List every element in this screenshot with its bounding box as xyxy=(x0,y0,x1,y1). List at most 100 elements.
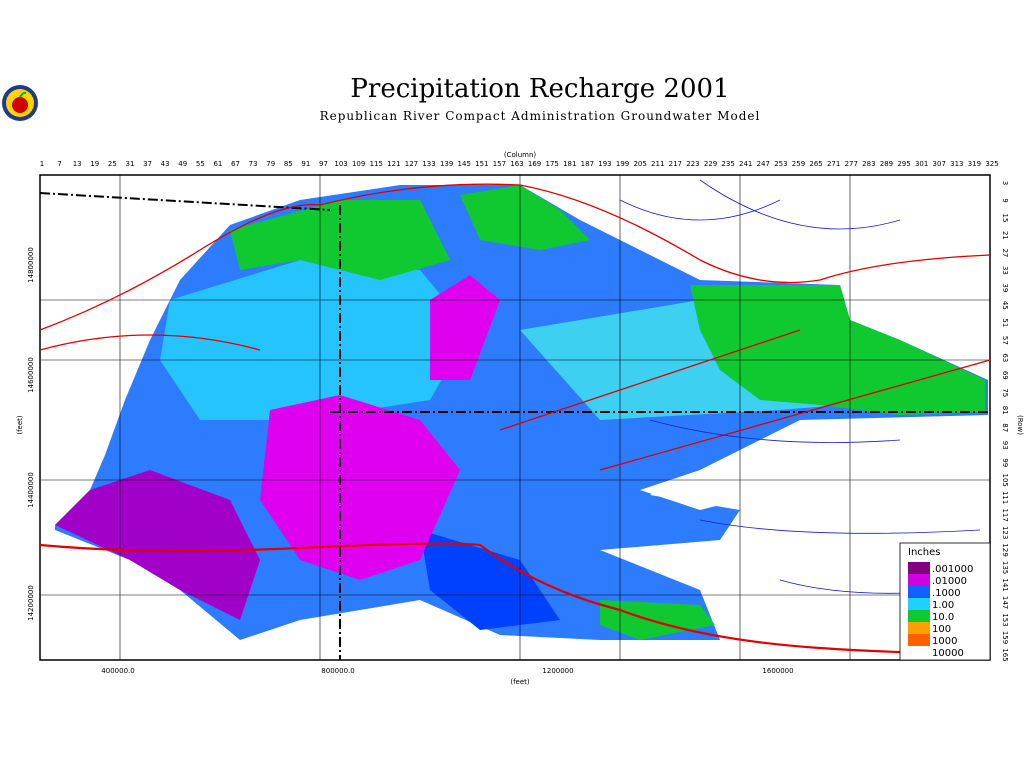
legend-swatch xyxy=(908,610,930,622)
map xyxy=(39,174,991,661)
row-tick-label: 129 xyxy=(1001,543,1009,556)
row-tick-label: 63 xyxy=(1001,353,1009,362)
y-tick-label: 14400000 xyxy=(27,472,35,508)
column-tick-label: 1 xyxy=(40,160,44,168)
column-tick-label: 313 xyxy=(950,160,963,168)
column-tick-label: 277 xyxy=(845,160,858,168)
column-tick-label: 67 xyxy=(231,160,240,168)
column-tick-label: 229 xyxy=(704,160,717,168)
column-tick-label: 43 xyxy=(161,160,170,168)
column-tick-label: 7 xyxy=(57,160,61,168)
column-tick-label: 247 xyxy=(757,160,770,168)
column-tick-label: 187 xyxy=(581,160,594,168)
column-tick-label: 139 xyxy=(440,160,453,168)
legend-label: 10000 xyxy=(932,648,964,659)
column-tick-label: 13 xyxy=(73,160,82,168)
row-tick-label: 45 xyxy=(1001,301,1009,310)
row-tick-label: 33 xyxy=(1001,266,1009,275)
row-tick-label: 15 xyxy=(1001,214,1009,223)
column-tick-label: 163 xyxy=(510,160,523,168)
column-tick-label: 133 xyxy=(422,160,435,168)
column-tick-label: 157 xyxy=(493,160,506,168)
x-axis-label: (feet) xyxy=(510,678,530,686)
column-tick-label: 217 xyxy=(669,160,682,168)
legend-swatch xyxy=(908,598,930,610)
legend-swatch xyxy=(908,622,930,634)
column-tick-label: 115 xyxy=(370,160,383,168)
legend: Inches .001000.01000.10001.0010.01001000… xyxy=(899,542,991,661)
column-tick-label: 49 xyxy=(178,160,187,168)
column-tick-label: 73 xyxy=(249,160,258,168)
row-tick-label: 27 xyxy=(1001,248,1009,257)
row-tick-label: 75 xyxy=(1001,388,1009,397)
legend-swatch xyxy=(908,562,930,574)
column-tick-label: 271 xyxy=(827,160,840,168)
column-tick-label: 97 xyxy=(319,160,328,168)
row-tick-label: 111 xyxy=(1001,491,1009,504)
legend-swatch xyxy=(908,646,930,658)
row-tick-label: 117 xyxy=(1001,508,1009,521)
column-tick-label: 61 xyxy=(213,160,222,168)
row-tick-label: 135 xyxy=(1001,561,1009,574)
row-tick-label: 57 xyxy=(1001,336,1009,345)
row-tick-label: 159 xyxy=(1001,631,1009,644)
column-tick-label: 169 xyxy=(528,160,541,168)
column-tick-label: 37 xyxy=(143,160,152,168)
legend-label: .001000 xyxy=(932,564,973,575)
row-tick-label: 87 xyxy=(1001,423,1009,432)
legend-label: 100 xyxy=(932,624,951,635)
row-tick-label: 123 xyxy=(1001,526,1009,539)
column-tick-label: 85 xyxy=(284,160,293,168)
y-axis-label: (feet) xyxy=(16,415,24,435)
row-tick-label: 147 xyxy=(1001,596,1009,609)
row-axis-label: (Row) xyxy=(1016,415,1024,435)
column-tick-label: 199 xyxy=(616,160,629,168)
column-tick-label: 145 xyxy=(458,160,471,168)
column-tick-label: 127 xyxy=(405,160,418,168)
row-tick-label: 153 xyxy=(1001,613,1009,626)
subtitle: Republican River Compact Administration … xyxy=(320,109,761,123)
column-tick-label: 109 xyxy=(352,160,365,168)
legend-swatch xyxy=(908,634,930,646)
column-tick-label: 307 xyxy=(933,160,946,168)
row-tick-label: 69 xyxy=(1001,371,1009,380)
column-tick-label: 301 xyxy=(915,160,928,168)
column-tick-label: 211 xyxy=(651,160,664,168)
x-tick-label: 400000.0 xyxy=(101,667,134,675)
column-tick-label: 325 xyxy=(985,160,998,168)
column-tick-label: 79 xyxy=(266,160,275,168)
column-tick-label: 193 xyxy=(598,160,611,168)
column-tick-label: 265 xyxy=(809,160,822,168)
y-tick-label: 14200000 xyxy=(27,585,35,621)
column-tick-label: 151 xyxy=(475,160,488,168)
column-tick-label: 181 xyxy=(563,160,576,168)
x-tick-label: 800000.0 xyxy=(321,667,354,675)
column-tick-label: 235 xyxy=(721,160,734,168)
column-tick-label: 223 xyxy=(686,160,699,168)
column-tick-label: 289 xyxy=(880,160,893,168)
column-tick-label: 205 xyxy=(633,160,646,168)
legend-label: .01000 xyxy=(932,576,967,587)
column-tick-label: 103 xyxy=(334,160,347,168)
column-tick-label: 259 xyxy=(792,160,805,168)
column-tick-label: 55 xyxy=(196,160,205,168)
column-tick-label: 253 xyxy=(774,160,787,168)
row-tick-label: 39 xyxy=(1001,283,1009,292)
column-tick-label: 121 xyxy=(387,160,400,168)
legend-label: 10.0 xyxy=(932,612,954,623)
column-tick-label: 295 xyxy=(897,160,910,168)
row-tick-label: 3 xyxy=(1001,181,1009,185)
legend-label: 1000 xyxy=(932,636,957,647)
column-tick-label: 319 xyxy=(968,160,981,168)
logo xyxy=(2,85,38,121)
row-tick-label: 165 xyxy=(1001,648,1009,661)
legend-title: Inches xyxy=(908,547,941,558)
title: Precipitation Recharge 2001 xyxy=(350,74,729,104)
legend-label: 1.00 xyxy=(932,600,954,611)
row-tick-label: 99 xyxy=(1001,458,1009,467)
row-tick-label: 81 xyxy=(1001,406,1009,415)
legend-label: .1000 xyxy=(932,588,961,599)
column-tick-label: 175 xyxy=(545,160,558,168)
column-tick-label: 241 xyxy=(739,160,752,168)
y-tick-label: 14800000 xyxy=(27,247,35,283)
